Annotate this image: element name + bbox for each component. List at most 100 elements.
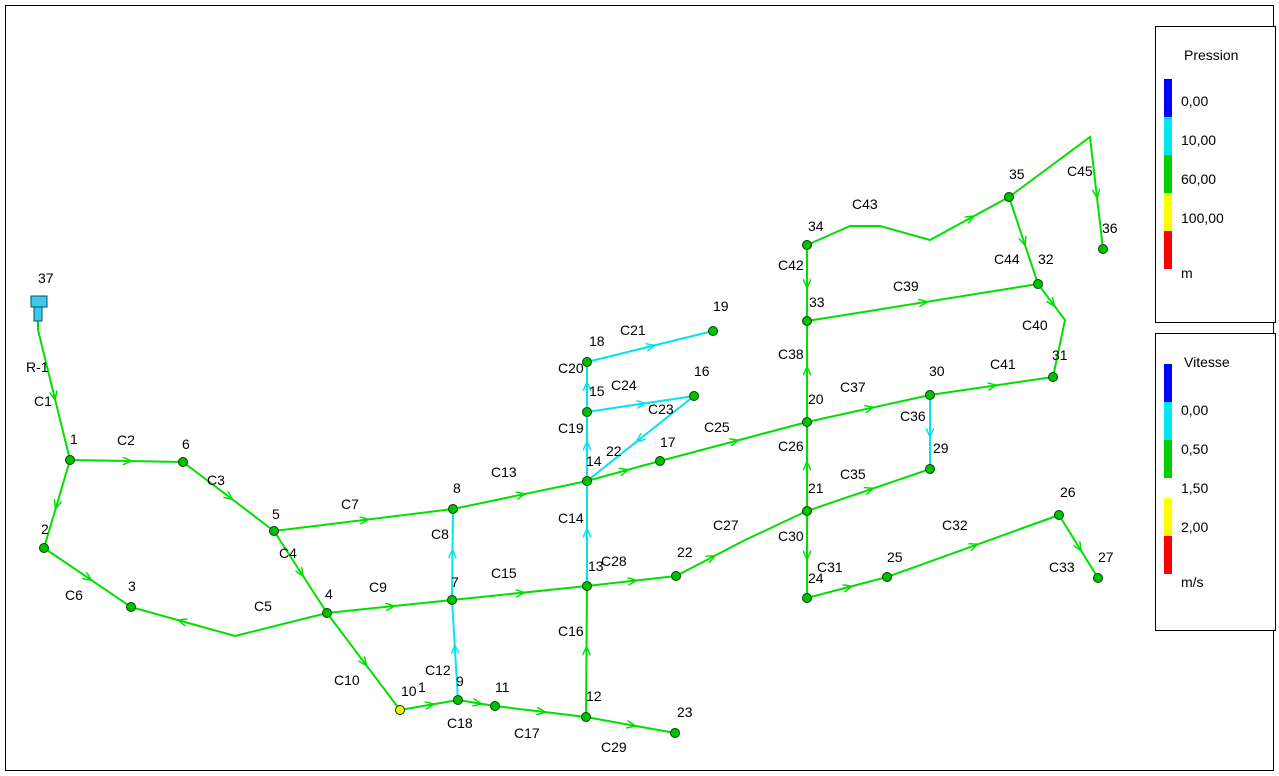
junction-node-2[interactable] <box>39 543 49 553</box>
velocity-swatch-yellow <box>1164 498 1172 536</box>
pressure-label-2: 60,00 <box>1181 171 1217 187</box>
network-map-frame <box>5 5 1274 771</box>
node-label-8: 8 <box>453 480 461 496</box>
junction-node-22[interactable] <box>671 571 681 581</box>
pipe-label-c41: C41 <box>990 356 1016 372</box>
junction-node-5[interactable] <box>269 526 279 536</box>
pipe-label-c45: C45 <box>1067 163 1093 179</box>
junction-node-16[interactable] <box>689 391 699 401</box>
junction-node-11[interactable] <box>490 701 500 711</box>
junction-node-25[interactable] <box>882 572 892 582</box>
node-label-21: 21 <box>808 480 824 496</box>
flow-arrow-icon <box>843 586 851 588</box>
pipe-label-c32: C32 <box>942 517 968 533</box>
junction-node-26[interactable] <box>1054 510 1064 520</box>
pipe-c5[interactable] <box>130 606 328 638</box>
pipe-c27[interactable] <box>675 510 808 577</box>
junction-node-19[interactable] <box>708 326 718 336</box>
junction-node-15[interactable] <box>582 407 592 417</box>
pipe-label-c43: C43 <box>852 196 878 212</box>
junction-node-7[interactable] <box>447 595 457 605</box>
junction-node-32[interactable] <box>1033 279 1043 289</box>
pipe-c45[interactable] <box>1008 135 1104 250</box>
pipe-label-c5: C5 <box>254 598 272 614</box>
pipe-label-c16: C16 <box>558 623 584 639</box>
velocity-swatch-cyan <box>1164 402 1172 440</box>
flow-arrow-icon <box>1022 237 1025 245</box>
pipe-label-c37: C37 <box>840 379 866 395</box>
pressure-swatch-green <box>1164 155 1172 193</box>
junction-node-24[interactable] <box>802 593 812 603</box>
flow-arrow-icon <box>646 346 654 348</box>
junction-node-10[interactable] <box>395 705 405 715</box>
pipe-label-c29: C29 <box>601 739 627 755</box>
flow-arrow-icon <box>56 500 58 508</box>
velocity-swatch-green <box>1164 440 1172 478</box>
node-label-7: 7 <box>451 574 459 590</box>
junction-node-8[interactable] <box>448 504 458 514</box>
node-label-32: 32 <box>1038 251 1054 267</box>
flow-arrow-icon <box>637 403 645 404</box>
pipe-label-c14: C14 <box>558 510 584 526</box>
flow-arrow-icon <box>386 606 394 607</box>
junction-node-9[interactable] <box>453 695 463 705</box>
node-label-36: 36 <box>1102 220 1118 236</box>
flow-arrow-icon <box>865 408 873 410</box>
pipe-label-c27: C27 <box>713 517 739 533</box>
flow-arrow-icon <box>537 711 545 712</box>
pipe-label-c36: C36 <box>900 408 926 424</box>
velocity-label-0: 0,00 <box>1181 402 1209 418</box>
pipe-label-r-1: R-1 <box>26 359 49 375</box>
junction-node-27[interactable] <box>1093 573 1103 583</box>
pipe-label-c30: C30 <box>778 528 804 544</box>
node-label-15: 15 <box>589 383 605 399</box>
junction-node-3[interactable] <box>126 602 136 612</box>
junction-node-12[interactable] <box>581 712 591 722</box>
junction-node-6[interactable] <box>178 457 188 467</box>
node-label-19: 19 <box>713 298 729 314</box>
junction-node-31[interactable] <box>1048 372 1058 382</box>
junction-node-33[interactable] <box>802 316 812 326</box>
pipe-r-1[interactable] <box>37 303 71 461</box>
flow-arrow-icon <box>225 494 231 499</box>
pipe-label-c21: C21 <box>620 322 646 338</box>
junction-node-18[interactable] <box>582 357 592 367</box>
velocity-label-1: 0,50 <box>1181 441 1209 457</box>
node-label-9: 9 <box>456 673 464 689</box>
pipe-label-c26: C26 <box>778 438 804 454</box>
node-label-2: 2 <box>41 521 49 537</box>
junction-node-14[interactable] <box>582 476 592 486</box>
velocity-label-2: 1,50 <box>1181 480 1209 496</box>
node-label-5: 5 <box>272 506 280 522</box>
pipe-label-c42: C42 <box>778 257 804 273</box>
junction-node-30[interactable] <box>925 390 935 400</box>
velocity-label-3: 2,00 <box>1181 519 1209 535</box>
node-label-18: 18 <box>589 333 605 349</box>
junction-node-17[interactable] <box>655 456 665 466</box>
junction-node-4[interactable] <box>322 608 332 618</box>
flow-arrow-icon <box>865 489 873 492</box>
junction-node-34[interactable] <box>802 240 812 250</box>
junction-node-13[interactable] <box>582 581 592 591</box>
flow-arrow-icon <box>966 217 973 221</box>
junction-node-36[interactable] <box>1098 244 1108 254</box>
node-label-16: 16 <box>694 363 710 379</box>
junction-node-23[interactable] <box>670 728 680 738</box>
pressure-label-1: 10,00 <box>1181 132 1217 148</box>
junction-node-29[interactable] <box>925 464 935 474</box>
pressure-label-0: 0,00 <box>1181 93 1209 109</box>
flow-arrow-icon <box>360 520 368 521</box>
junction-node-35[interactable] <box>1004 192 1014 202</box>
extra-label-1: 22 <box>606 443 622 459</box>
pipe-label-c15: C15 <box>491 565 517 581</box>
pipe-label-c20: C20 <box>558 360 584 376</box>
pipe-c43[interactable] <box>806 196 1010 246</box>
junction-node-1[interactable] <box>65 455 75 465</box>
junction-node-21[interactable] <box>802 506 812 516</box>
flow-arrow-icon <box>628 581 636 582</box>
reservoir-icon[interactable] <box>30 295 48 322</box>
velocity-swatch-red <box>1164 536 1172 574</box>
pressure-legend: Pression 0,00 10,00 60,00 100,00 m <box>1155 26 1276 323</box>
junction-node-20[interactable] <box>802 417 812 427</box>
